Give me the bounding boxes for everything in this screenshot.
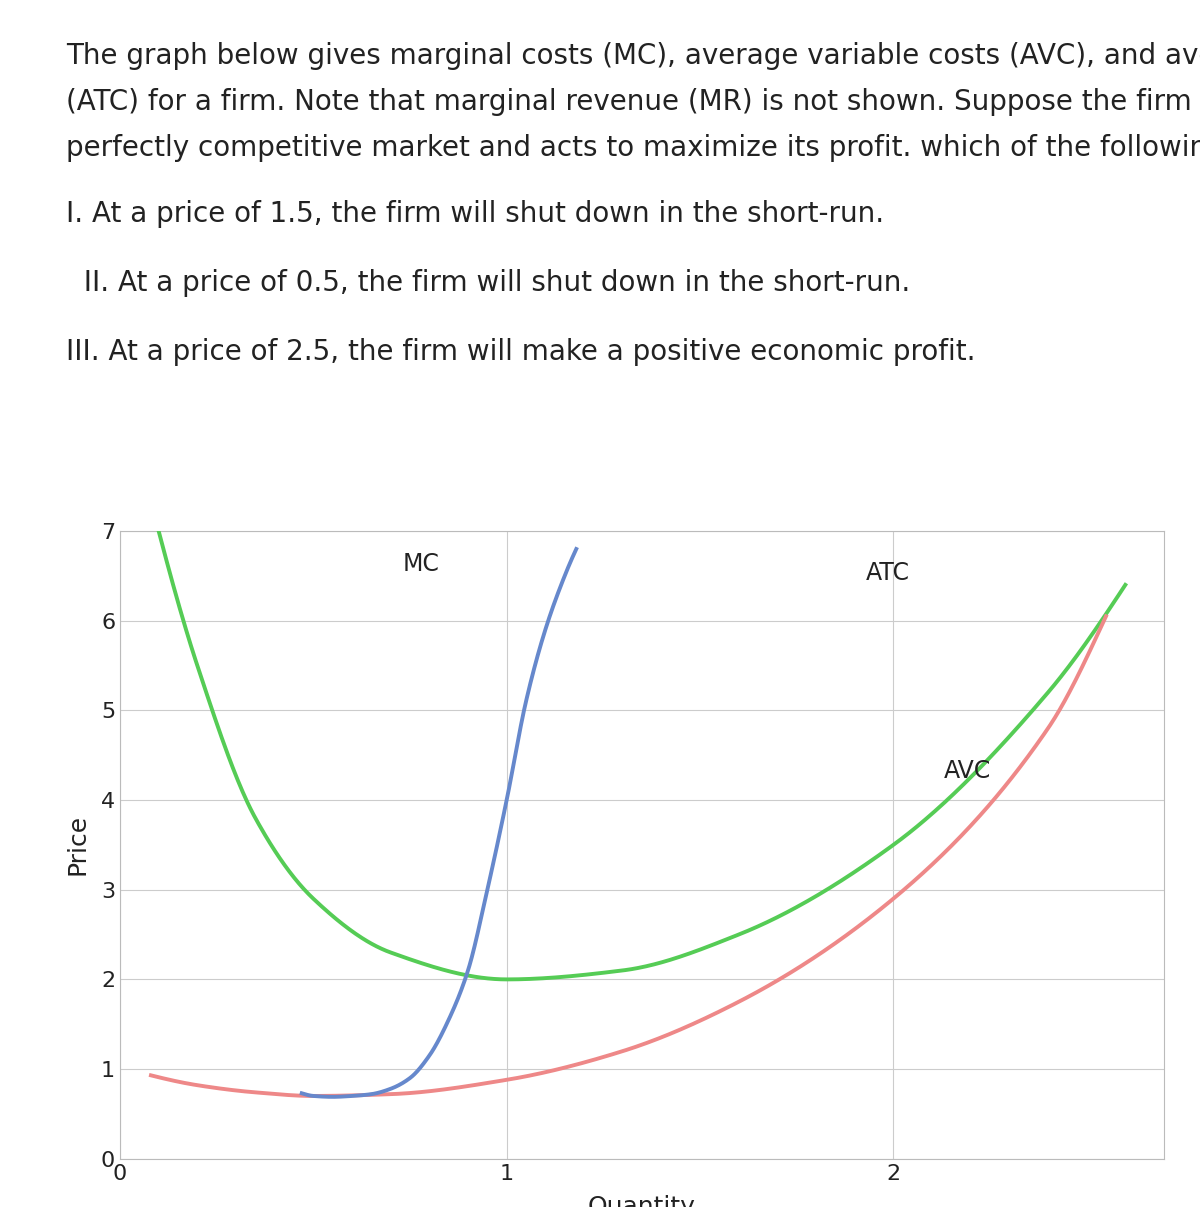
Text: AVC: AVC	[943, 759, 991, 782]
Text: ATC: ATC	[866, 561, 911, 585]
Text: II. At a price of 0.5, the firm will shut down in the short-run.: II. At a price of 0.5, the firm will shu…	[66, 269, 911, 297]
Text: III. At a price of 2.5, the firm will make a positive economic profit.: III. At a price of 2.5, the firm will ma…	[66, 338, 976, 366]
Text: I. At a price of 1.5, the firm will shut down in the short-run.: I. At a price of 1.5, the firm will shut…	[66, 200, 884, 228]
Text: The graph below gives marginal costs (MC), average variable costs (AVC), and ave: The graph below gives marginal costs (MC…	[66, 42, 1200, 70]
Text: MC: MC	[402, 553, 439, 577]
Text: (ATC) for a firm. Note that marginal revenue (MR) is not shown. Suppose the firm: (ATC) for a firm. Note that marginal rev…	[66, 88, 1200, 116]
X-axis label: Quantity: Quantity	[588, 1195, 696, 1207]
Text: perfectly competitive market and acts to maximize its profit. which of the follo: perfectly competitive market and acts to…	[66, 134, 1200, 162]
Y-axis label: Price: Price	[66, 815, 90, 875]
